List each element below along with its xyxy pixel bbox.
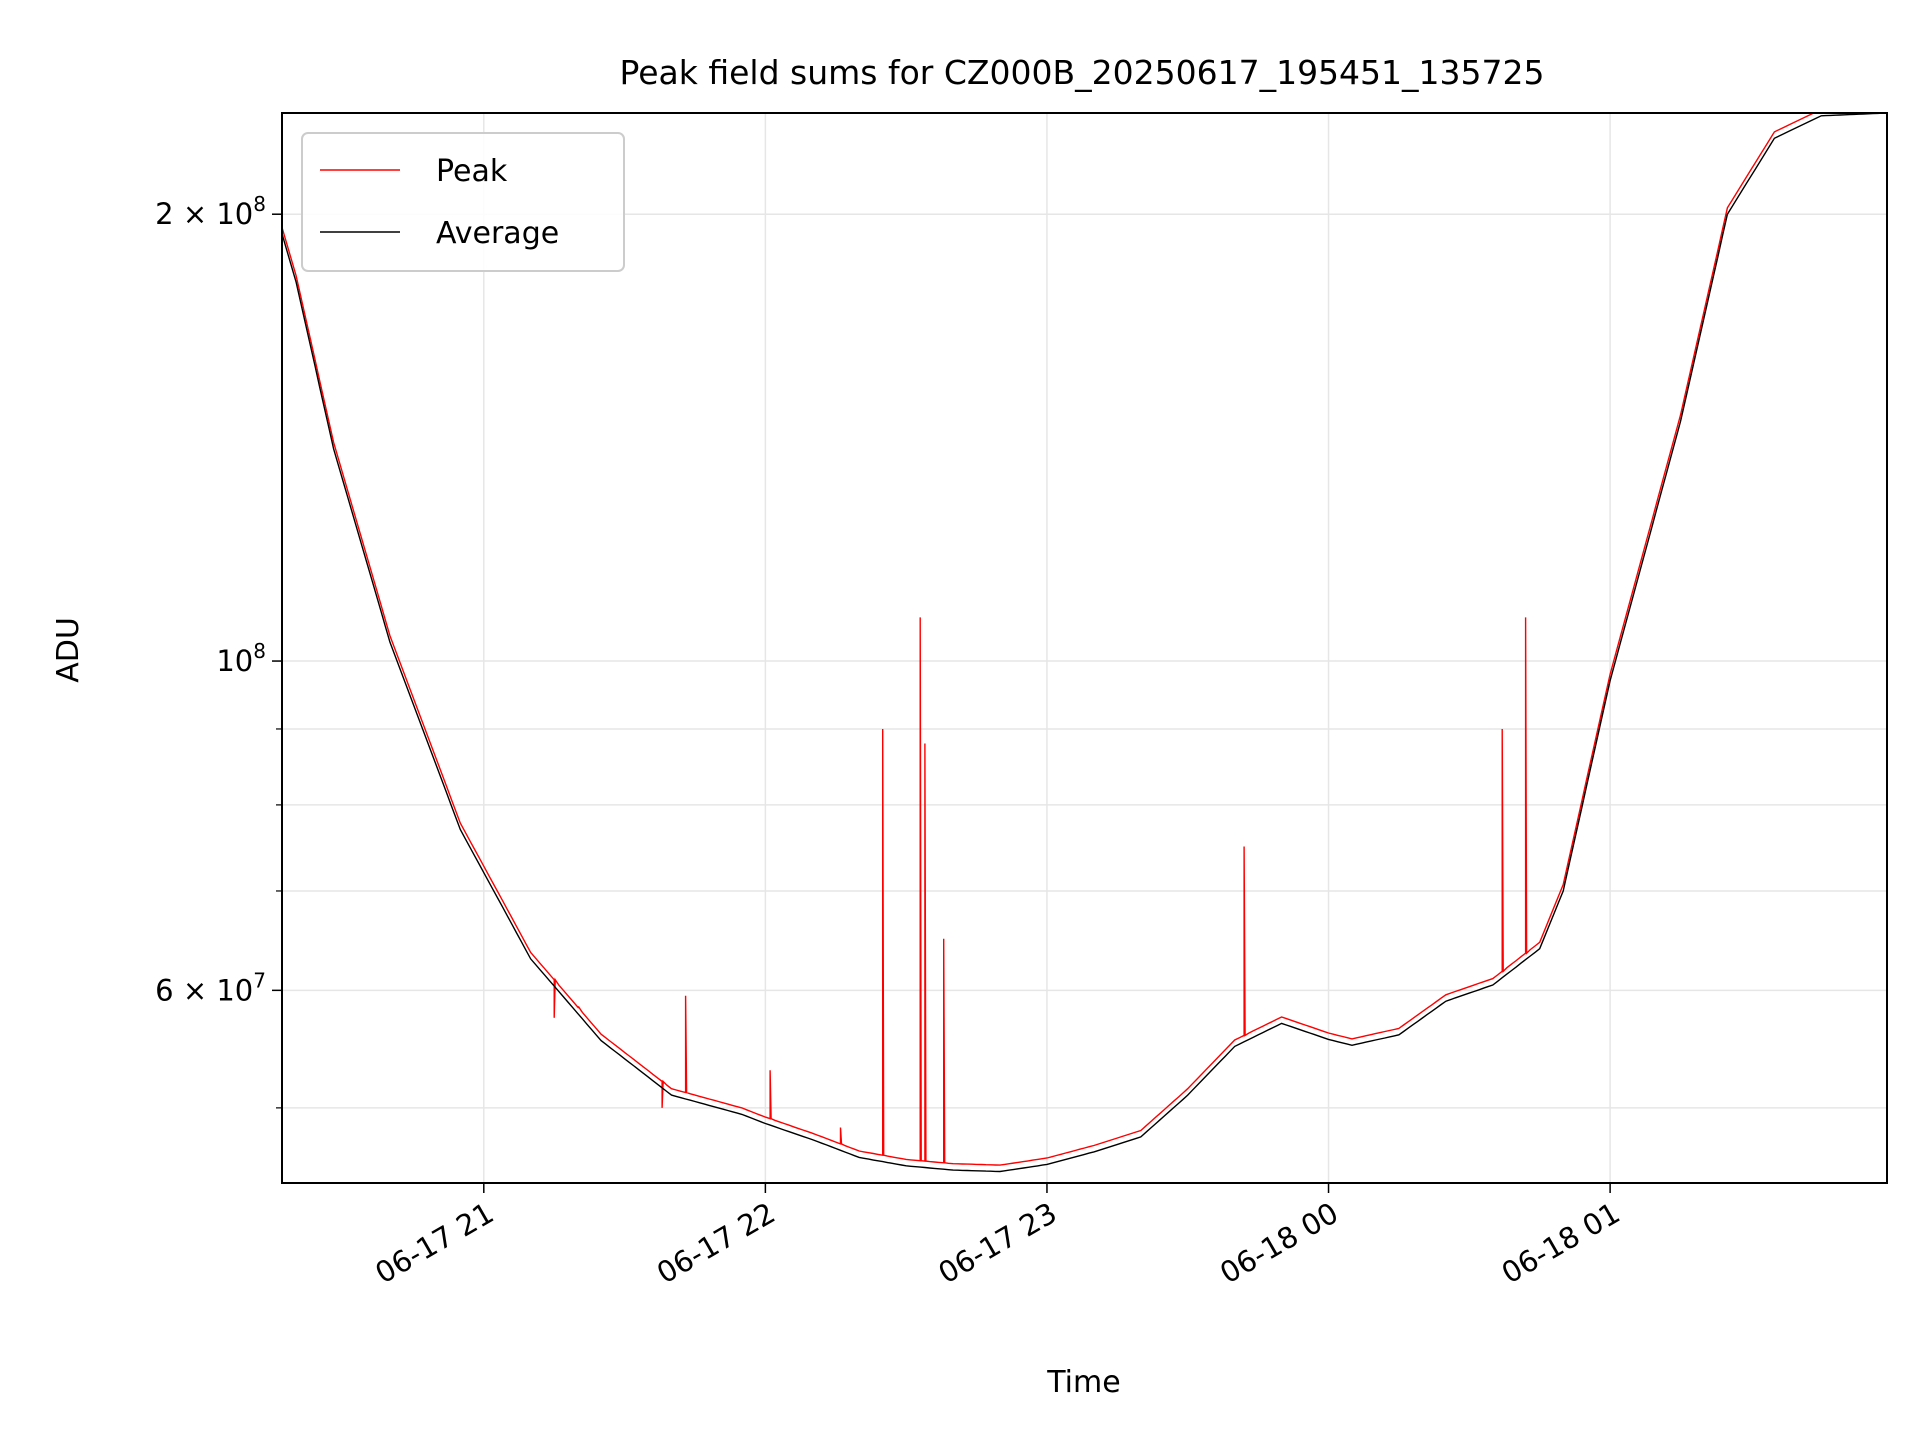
y-axis-label: ADU xyxy=(51,617,86,683)
legend-box xyxy=(301,132,625,272)
y-tick-label: 108 xyxy=(216,639,266,678)
average-series-line xyxy=(282,113,1887,1173)
chart-title: Peak field sums for CZ000B_20250617_1954… xyxy=(619,53,1544,92)
x-axis-label: Time xyxy=(1046,1365,1120,1400)
y-axis-ticks: 2 × 108 108 6 × 107 xyxy=(155,192,282,1109)
legend-label-average: Average xyxy=(436,216,559,251)
legend-label-peak: Peak xyxy=(436,154,508,189)
axes-frame xyxy=(281,112,1888,1184)
y-tick-label: 2 × 108 xyxy=(155,192,266,231)
plot-area xyxy=(282,113,1887,1173)
legend: Peak Average xyxy=(301,132,625,272)
y-tick-label: 6 × 107 xyxy=(155,968,266,1007)
peak-series-line xyxy=(282,113,1816,1166)
